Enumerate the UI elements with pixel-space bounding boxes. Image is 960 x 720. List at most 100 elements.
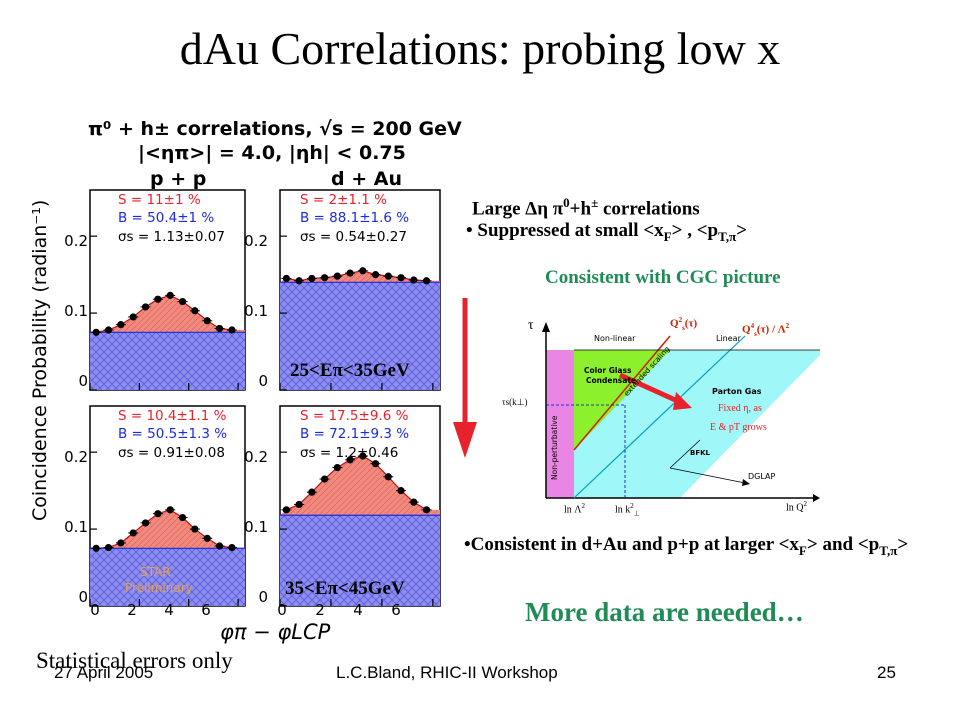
watermark-preliminary: Preliminary xyxy=(125,581,193,595)
panel4-signal: S = 17.5±9.6 % xyxy=(300,408,409,424)
qs4-q: Q xyxy=(742,323,751,336)
lnk-text: ln k xyxy=(615,504,631,516)
suppressed-sub2: T,π xyxy=(718,228,737,244)
diagram-e-pt-grows: E & pT grows xyxy=(710,422,767,433)
data-point xyxy=(178,297,187,306)
data-point xyxy=(397,274,405,282)
statistical-errors-note: Statistical errors only xyxy=(36,648,233,673)
ytick-botr-0.2: 0.2 xyxy=(244,448,268,466)
data-point xyxy=(333,272,341,280)
panel2-signal: S = 2±1.1 % xyxy=(300,192,387,208)
diagram-nonpert: Non-perturbative xyxy=(550,415,559,480)
data-point xyxy=(104,326,113,334)
lnl-text: ln Λ xyxy=(564,504,582,516)
data-point xyxy=(282,274,290,283)
lnl-sup: 2 xyxy=(581,502,586,510)
watermark-star: STAR xyxy=(140,565,171,579)
data-point xyxy=(410,276,418,284)
qs4-arg: (τ) / Λ xyxy=(756,323,786,336)
xtick-l-6: 6 xyxy=(201,601,211,619)
diagram-dglap: DGLAP xyxy=(748,472,776,481)
data-point xyxy=(422,277,431,285)
qs2-q: Q xyxy=(670,317,679,330)
diagram-nonlinear: Non-linear xyxy=(594,334,636,343)
panel1-signal: S = 11±1 % xyxy=(118,192,201,208)
panel-2 xyxy=(279,189,441,391)
panel4-background: B = 72.1±9.3 % xyxy=(300,426,410,442)
data-point xyxy=(228,543,236,552)
qs4-sub: s xyxy=(754,329,757,338)
large-deta-sup: 0 xyxy=(563,195,570,210)
data-point xyxy=(295,277,303,285)
cgc-consistent-text: Consistent with CGC picture xyxy=(545,267,781,288)
data-point xyxy=(141,519,150,527)
data-point xyxy=(228,326,236,334)
signal-area xyxy=(280,456,440,516)
data-point xyxy=(333,463,341,472)
diagram-parton-gas: Parton Gas xyxy=(712,387,762,396)
lnq-sup: 2 xyxy=(803,500,808,508)
ytick-topr-0.1: 0.1 xyxy=(244,302,268,320)
consistent-sub: F xyxy=(798,542,807,558)
diagram-lnl: ln Λ2 xyxy=(564,502,585,515)
suppressed-text: • Suppressed at small <xF> , <pT,π> xyxy=(466,220,747,245)
background-band xyxy=(280,282,440,390)
qs2-sup: 2 xyxy=(678,316,683,324)
panels-group xyxy=(89,189,441,607)
consistent-mid: > and <p xyxy=(806,534,880,555)
data-point xyxy=(203,317,211,325)
panel3-sigma: σs = 0.91±0.08 xyxy=(118,445,225,461)
data-point xyxy=(308,274,316,283)
data-point xyxy=(203,534,211,542)
xtick-r-6: 6 xyxy=(391,601,401,619)
data-point xyxy=(154,295,162,303)
consistent-text: •Consistent in d+Au and p+p at larger <x… xyxy=(464,530,934,565)
data-point xyxy=(282,506,290,514)
panel-3 xyxy=(89,405,246,607)
ytick-top-0: 0 xyxy=(78,372,88,390)
background-band xyxy=(90,548,245,606)
qs2-arg: (τ) xyxy=(684,317,698,330)
suppressed-end: > xyxy=(736,220,748,241)
xtick-r-2: 2 xyxy=(315,601,325,619)
diagram-qs2: Q2s(τ) xyxy=(670,316,697,332)
diagram-cgc1: Color Glass xyxy=(584,366,632,375)
diagram-qs4: Q4s(τ) / Λ2 xyxy=(742,322,789,338)
data-point xyxy=(384,473,392,481)
suppressed-sub: F xyxy=(663,228,672,244)
panel1-sigma: σs = 1.13±0.07 xyxy=(118,229,225,245)
data-point xyxy=(397,487,405,495)
data-point xyxy=(308,488,316,496)
data-point xyxy=(178,513,187,522)
more-data-text: More data are needed… xyxy=(525,597,804,627)
data-point xyxy=(384,272,392,280)
data-point xyxy=(154,510,162,518)
panel1-background: B = 50.4±1 % xyxy=(118,210,215,226)
diagram-bfkl: BFKL xyxy=(690,449,711,457)
diagram-fixed-eta: Fixed η, as xyxy=(718,403,762,414)
large-deta-prefix: Large Δη π xyxy=(472,198,564,220)
qs4-sup: 4 xyxy=(750,322,755,330)
data-point xyxy=(346,456,354,464)
large-deta-sup2: ± xyxy=(591,195,599,210)
ytick-topr-0.2: 0.2 xyxy=(244,232,268,250)
plot-header-line2: |<ηπ>| = 4.0, |ηh| < 0.75 xyxy=(138,142,406,164)
ytick-top-0.2: 0.2 xyxy=(64,232,88,250)
data-point xyxy=(129,313,137,321)
data-point xyxy=(371,460,380,468)
diagram-tau: τ xyxy=(528,318,534,333)
background-band xyxy=(280,515,440,606)
col-label-dau: d + Au xyxy=(331,168,402,190)
xtick-l-0: 0 xyxy=(90,601,100,619)
panel3-background: B = 50.5±1.3 % xyxy=(118,426,228,442)
diagram-lnq: ln Q2 xyxy=(786,500,807,513)
down-arrow-icon xyxy=(453,298,477,458)
data-point xyxy=(215,542,224,550)
xtick-l-4: 4 xyxy=(164,601,174,619)
ytick-topr-0: 0 xyxy=(258,372,268,390)
background-band xyxy=(90,332,245,390)
data-point xyxy=(191,525,199,533)
data-point xyxy=(129,529,137,537)
data-point xyxy=(410,498,418,506)
